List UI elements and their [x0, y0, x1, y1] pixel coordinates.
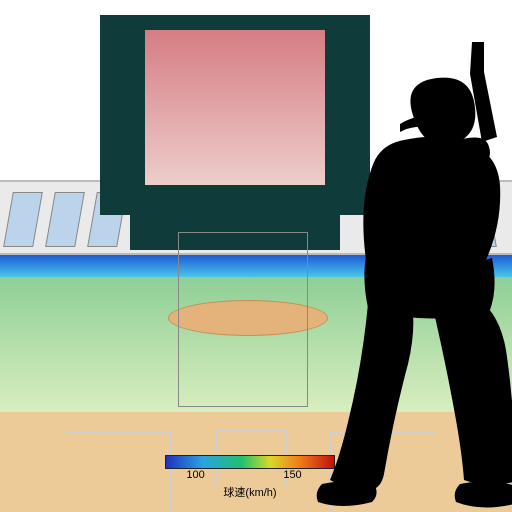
legend-tick: 150 [283, 469, 301, 481]
legend-tick: 100 [186, 469, 204, 481]
strike-zone [178, 232, 308, 407]
scoreboard-screen [145, 30, 325, 185]
batter-silhouette [302, 42, 512, 512]
baseball-diagram: 100150 球速(km/h) [0, 0, 512, 512]
batters-box-left [66, 432, 171, 512]
